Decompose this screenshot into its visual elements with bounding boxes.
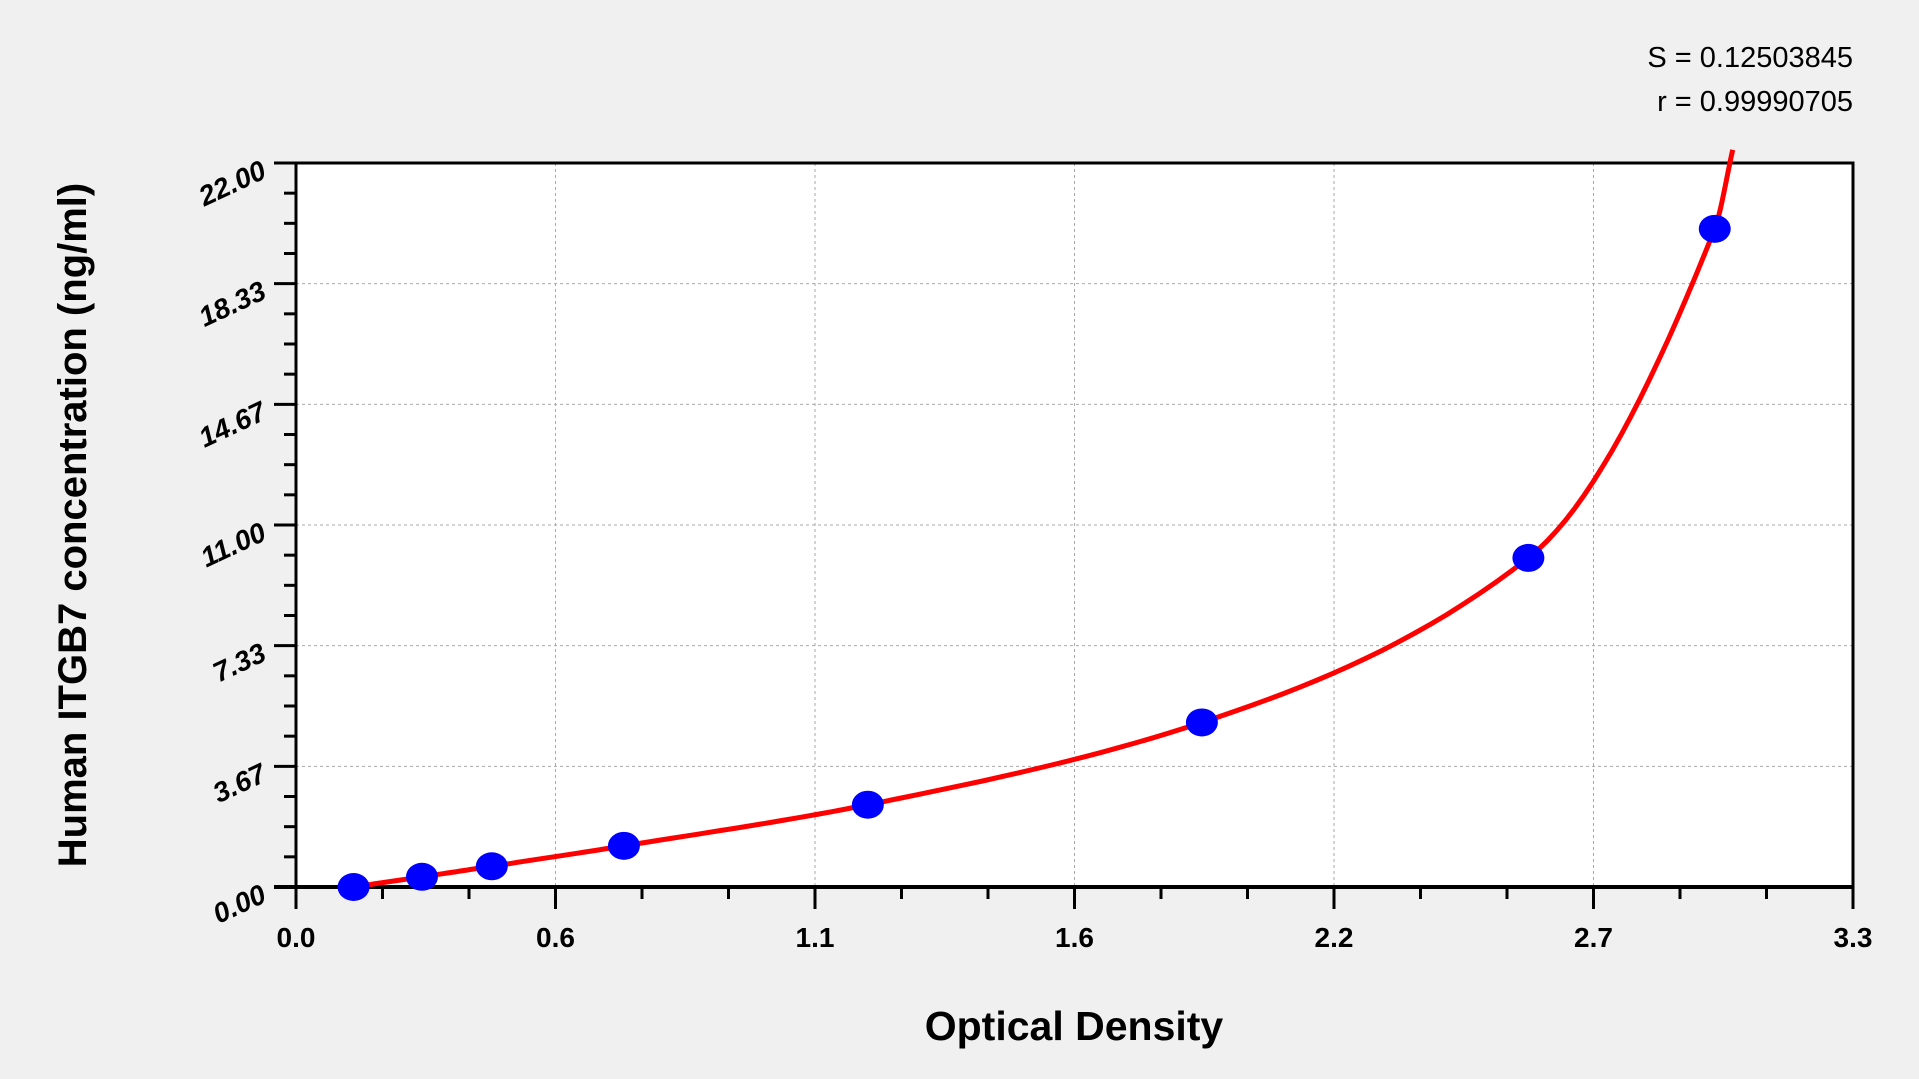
- data-point: [405, 862, 438, 891]
- y-axis-label: Human ITGB7 concentration (ng/ml): [51, 183, 95, 867]
- x-tick-label: 0.0: [277, 922, 316, 953]
- s-statistic: S = 0.12503845: [1647, 42, 1853, 74]
- x-tick-label: 2.7: [1574, 922, 1613, 953]
- y-tick-label: 7.33: [208, 637, 271, 688]
- x-tick-label: 2.2: [1315, 922, 1354, 953]
- data-point: [1512, 543, 1545, 572]
- y-tick-label: 0.00: [208, 878, 271, 929]
- y-tick-label: 3.67: [208, 757, 272, 809]
- r-statistic: r = 0.99990705: [1657, 86, 1853, 118]
- y-tick-label: 18.33: [194, 275, 271, 333]
- x-tick-label: 1.1: [796, 922, 835, 953]
- x-tick-label: 1.6: [1055, 922, 1094, 953]
- y-tick-label: 11.00: [196, 516, 271, 573]
- data-point: [1698, 214, 1731, 243]
- x-axis-label: Optical Density: [925, 1003, 1224, 1049]
- x-tick-label: 3.3: [1834, 922, 1873, 953]
- data-point: [1185, 708, 1218, 737]
- y-tick-label: 14.67: [194, 395, 272, 453]
- data-point: [607, 831, 640, 860]
- data-point: [851, 790, 884, 819]
- data-point: [475, 852, 508, 881]
- x-tick-label: 0.6: [536, 922, 575, 953]
- y-tick-label: 22.00: [193, 154, 271, 212]
- data-point: [337, 873, 370, 901]
